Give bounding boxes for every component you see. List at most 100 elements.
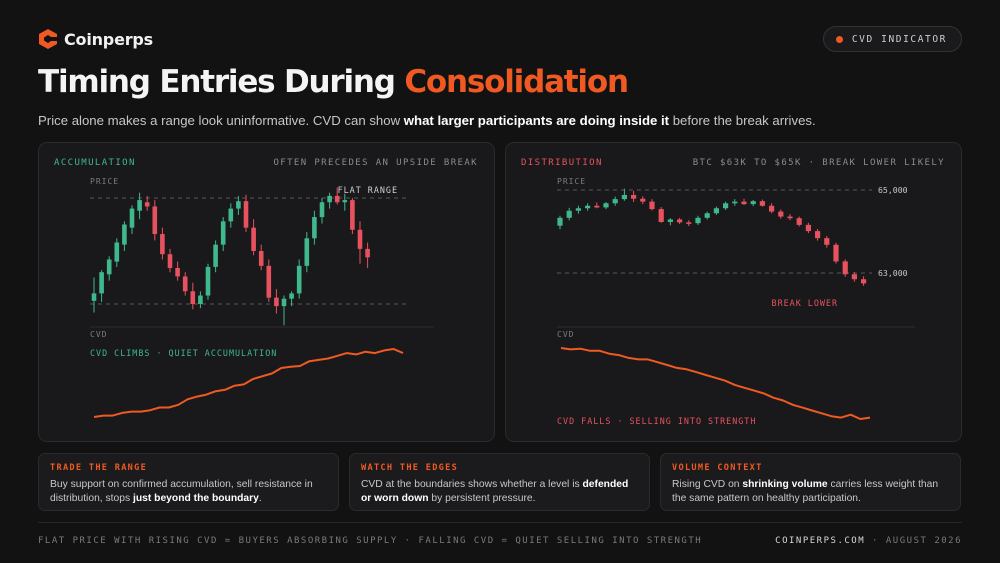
status-dot-icon [835,35,843,43]
candle-body [557,217,563,226]
candle-body [91,293,97,301]
break-lower-label: BREAK LOWER [772,298,838,308]
candle-body [213,244,218,267]
candle-body [833,244,839,262]
flat-range-label: FLAT RANGE [338,185,398,195]
card-title: TRADE THE RANGE [50,463,148,473]
footer-separator: · [865,536,886,546]
candle-body [704,213,710,218]
subtitle-after: before the break arrives. [669,113,816,128]
card-trade-the-range: TRADE THE RANGE Buy support on confirmed… [38,453,339,511]
panel-tag-distribution: DISTRIBUTION [521,158,603,168]
candle-body [327,195,332,203]
candle-body [99,272,104,294]
footer-meta: COINPERPS.COM · AUGUST 2026 [775,536,962,546]
brand-name: Coinperps [64,29,153,49]
card-body: Rising CVD on shrinking volume carries l… [672,478,949,506]
level-63000-label: 63,000 [878,268,908,278]
candle-body [640,198,646,202]
candle-body [266,265,272,298]
candle-body [160,234,165,255]
candle-body [137,200,142,211]
title-prefix: Timing Entries During [38,64,405,100]
candle-body [649,201,655,210]
candle-body [603,203,609,208]
accumulation-panel: ACCUMULATION OFTEN PRECEDES AN UPSIDE BR… [38,142,495,442]
footer-summary: FLAT PRICE WITH RISING CVD = BUYERS ABSO… [38,536,703,546]
card-volume-context: VOLUME CONTEXT Rising CVD on shrinking v… [660,453,961,511]
price-label: PRICE [90,177,119,186]
card-text: Rising CVD on [672,479,743,490]
card-body: Buy support on confirmed accumulation, s… [50,478,327,506]
candle-body [658,209,664,222]
distribution-chart: PRICE 65,000 63,000 BREAK LOWER CVD CVD … [557,177,915,426]
candle-body [787,216,793,219]
candle-body [575,208,581,211]
candle-body [750,201,756,205]
candle-body [686,222,692,224]
badge-label: CVD INDICATOR [851,33,947,45]
subtitle-before: Price alone makes a range look uninforma… [38,113,404,128]
candle-body [114,242,120,262]
page-subtitle: Price alone makes a range look uninforma… [38,113,816,128]
candle-body [243,201,249,228]
cvd-line [93,348,404,418]
candle-series [557,188,867,286]
card-bold: defended or worn down [361,479,629,504]
candle-body [182,276,188,292]
candle-body [769,205,775,212]
panel-note-distribution: BTC $63K TO $65K · BREAK LOWER LIKELY [692,158,945,168]
candle-body [220,221,226,245]
brand-logo[interactable]: Coinperps [38,28,153,50]
candle-body [695,217,701,224]
candle-body [122,224,127,245]
candle-body [205,266,211,296]
cvd-caption: CVD FALLS · SELLING INTO STRENGTH [557,416,756,426]
candle-body [566,210,572,218]
candle-body [319,202,325,218]
panel-note-accumulation: OFTEN PRECEDES AN UPSIDE BREAK [273,158,478,168]
level-65000-label: 65,000 [878,185,908,195]
distribution-panel: DISTRIBUTION BTC $63K TO $65K · BREAK LO… [505,142,962,442]
coinperps-logo-icon [39,29,57,49]
candle-series [91,187,370,326]
candle-body [677,219,683,223]
card-body: CVD at the boundaries shows whether a le… [361,478,638,506]
candle-body [251,227,256,251]
candle-body [190,291,196,304]
candle-body [585,205,591,209]
panel-tag-accumulation: ACCUMULATION [54,158,136,168]
card-text: . [258,493,262,504]
footer-site-link[interactable]: COINPERPS.COM [775,536,866,546]
page-title: Timing Entries During Consolidation [38,64,629,100]
card-text: CVD at the boundaries shows whether a le… [361,479,583,490]
candle-body [342,200,348,203]
candle-body [732,201,738,204]
candle-body [236,201,241,209]
card-watch-the-edges: WATCH THE EDGES CVD at the boundaries sh… [349,453,650,511]
candle-body [281,298,287,307]
card-text: carries less weight than the same patter… [672,479,939,504]
candle-body [723,203,729,209]
candle-body [631,194,637,199]
candle-body [357,229,363,249]
cvd-caption: CVD CLIMBS · QUIET ACCUMULATION [90,348,277,358]
cvd-label: CVD [557,330,574,339]
candle-body [713,208,719,214]
candle-body [312,217,317,239]
candle-body [304,238,310,266]
card-text: Buy support on confirmed accumulation, s… [50,479,313,504]
candle-body [258,251,264,266]
candle-body [198,295,203,304]
title-highlight: Consolidation [404,64,629,100]
card-text: by persistent pressure. [428,493,536,504]
candle-body [824,238,830,245]
candle-body [861,279,867,284]
candle-body [334,195,340,203]
candle-body [289,293,294,299]
candle-body [228,208,234,222]
card-bold: shrinking volume [742,479,828,490]
candle-body [144,202,150,207]
candle-body [741,201,747,205]
candle-body [805,224,811,232]
